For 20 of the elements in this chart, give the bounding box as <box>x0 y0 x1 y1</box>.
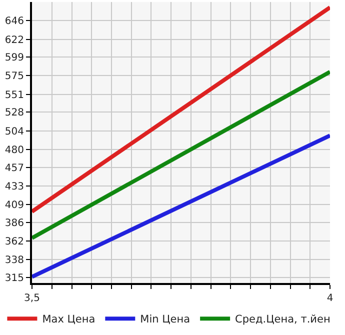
y-tick-label: 409 <box>4 200 24 212</box>
y-tick-label: 646 <box>4 16 24 28</box>
y-tick-label: 528 <box>4 108 24 119</box>
y-tick-label: 315 <box>4 273 24 284</box>
x-tick-label: 4 <box>326 293 334 304</box>
y-tick-label: 551 <box>4 90 24 101</box>
y-tick-label: 433 <box>4 181 24 192</box>
legend-label: Min Цена <box>140 314 190 326</box>
legend-label: Max Цена <box>42 314 96 326</box>
y-tick-label: 575 <box>4 71 24 82</box>
y-tick-label: 457 <box>4 162 24 174</box>
legend-label: Сред.Цена, т.йен <box>235 314 330 326</box>
x-tick-label: 3,5 <box>24 293 40 304</box>
y-tick-label: 386 <box>4 218 24 229</box>
y-tick-label: 622 <box>4 34 24 46</box>
y-tick-label: 338 <box>4 255 24 266</box>
y-tick-label: 362 <box>4 236 24 248</box>
y-tick-label: 504 <box>4 126 24 138</box>
y-tick-label: 480 <box>4 144 24 156</box>
y-tick-label: 599 <box>4 52 24 64</box>
